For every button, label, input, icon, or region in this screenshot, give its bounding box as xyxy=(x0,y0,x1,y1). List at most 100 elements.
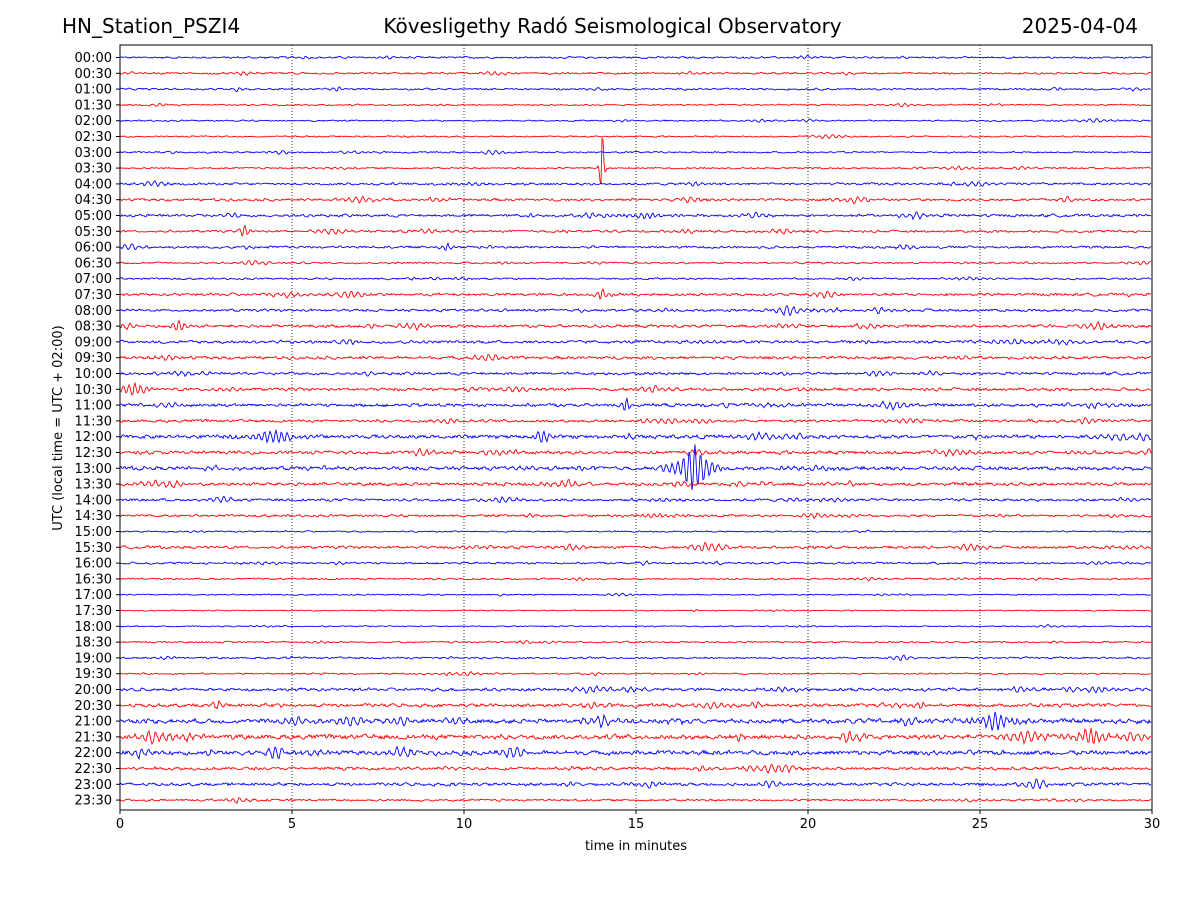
y-tick-label: 02:00 xyxy=(75,114,112,129)
trace-2100 xyxy=(119,711,1152,731)
trace-2030 xyxy=(119,699,1152,710)
trace-1500 xyxy=(119,529,1152,534)
trace-0500 xyxy=(119,211,1152,221)
y-tick-label: 16:00 xyxy=(75,557,112,572)
x-tick-label: 0 xyxy=(116,817,124,832)
trace-0130 xyxy=(119,102,1152,108)
trace-0600 xyxy=(119,241,1152,251)
trace-2330 xyxy=(119,797,1152,805)
trace-2200 xyxy=(119,745,1152,760)
y-tick-label: 09:30 xyxy=(75,351,112,366)
trace-1630 xyxy=(119,577,1152,582)
x-axis-ticks: 0 5 10 15 20 25 30 xyxy=(116,810,1160,832)
x-tick-label: 5 xyxy=(288,817,296,832)
y-tick-label: 11:00 xyxy=(75,399,112,414)
x-tick-label: 15 xyxy=(628,817,645,832)
y-tick-label: 13:30 xyxy=(75,478,112,493)
y-tick-label: 12:00 xyxy=(75,430,112,445)
y-tick-label: 21:00 xyxy=(75,715,112,730)
y-tick-label: 04:30 xyxy=(75,193,112,208)
y-tick-label: 07:00 xyxy=(75,272,112,287)
x-tick-label: 30 xyxy=(1144,817,1161,832)
trace-0530 xyxy=(119,224,1151,237)
trace-2130 xyxy=(119,727,1152,745)
y-tick-label: 19:00 xyxy=(75,651,112,666)
y-tick-label: 01:00 xyxy=(75,83,112,98)
trace-1600 xyxy=(119,560,1152,567)
y-tick-label: 18:30 xyxy=(75,636,112,651)
y-tick-label: 02:30 xyxy=(75,130,112,145)
trace-1300 xyxy=(119,444,1152,491)
trace-1030 xyxy=(119,382,1152,396)
trace-1430 xyxy=(119,512,1152,520)
y-tick-label: 22:30 xyxy=(75,762,112,777)
trace-1900 xyxy=(119,654,1152,662)
y-tick-label: 06:00 xyxy=(75,241,112,256)
trace-0430 xyxy=(119,195,1152,205)
x-tick-label: 20 xyxy=(800,817,817,832)
y-tick-label: 05:00 xyxy=(75,209,112,224)
y-tick-label: 18:00 xyxy=(75,620,112,635)
y-tick-label: 19:30 xyxy=(75,667,112,682)
y-tick-label: 08:30 xyxy=(75,320,112,335)
y-tick-label: 15:30 xyxy=(75,541,112,556)
trace-1330 xyxy=(119,478,1152,489)
y-tick-label: 09:00 xyxy=(75,335,112,350)
observatory-title: Kövesligethy Radó Seismological Observat… xyxy=(383,14,842,38)
y-tick-label: 23:00 xyxy=(75,778,112,793)
y-tick-label: 16:30 xyxy=(75,572,112,587)
y-tick-label: 17:30 xyxy=(75,604,112,619)
trace-0730 xyxy=(119,287,1152,301)
y-axis-label: UTC (local time = UTC + 02:00) xyxy=(51,325,66,530)
y-tick-label: 04:00 xyxy=(75,177,112,192)
trace-1230 xyxy=(119,447,1152,458)
trace-0000 xyxy=(119,54,1152,60)
y-tick-label: 06:30 xyxy=(75,256,112,271)
x-axis-label: time in minutes xyxy=(585,839,687,854)
y-tick-label: 08:00 xyxy=(75,304,112,319)
trace-1730 xyxy=(119,609,1152,613)
trace-0830 xyxy=(119,319,1152,332)
y-tick-label: 15:00 xyxy=(75,525,112,540)
y-tick-label: 03:00 xyxy=(75,146,112,161)
y-tick-label: 10:30 xyxy=(75,383,112,398)
y-tick-label: 20:00 xyxy=(75,683,112,698)
trace-0100 xyxy=(119,86,1152,92)
trace-1100 xyxy=(119,396,1152,412)
trace-1000 xyxy=(119,369,1152,377)
grid-lines xyxy=(291,45,981,810)
y-tick-label: 23:30 xyxy=(75,794,112,809)
x-tick-label: 25 xyxy=(972,817,989,832)
trace-1830 xyxy=(119,639,1152,645)
trace-0300 xyxy=(119,149,1152,156)
trace-2230 xyxy=(119,763,1152,775)
y-tick-label: 14:30 xyxy=(75,509,112,524)
trace-0200 xyxy=(119,117,1152,123)
y-axis-ticks: 00:0000:3001:0001:3002:0002:3003:0003:30… xyxy=(75,51,120,809)
trace-1200 xyxy=(119,428,1152,444)
trace-0930 xyxy=(119,353,1152,362)
trace-0230 xyxy=(119,134,1152,140)
y-tick-label: 03:30 xyxy=(75,162,112,177)
trace-0800 xyxy=(119,304,1152,317)
trace-1700 xyxy=(119,592,1152,597)
trace-0900 xyxy=(119,338,1152,346)
y-tick-label: 10:00 xyxy=(75,367,112,382)
trace-2300 xyxy=(119,778,1152,790)
y-tick-label: 01:30 xyxy=(75,98,112,113)
y-tick-label: 11:30 xyxy=(75,414,112,429)
trace-1130 xyxy=(119,417,1152,425)
y-tick-label: 12:30 xyxy=(75,446,112,461)
y-tick-label: 20:30 xyxy=(75,699,112,714)
y-tick-label: 00:30 xyxy=(75,67,112,82)
y-tick-label: 21:30 xyxy=(75,730,112,745)
trace-1800 xyxy=(119,624,1152,628)
y-tick-label: 14:00 xyxy=(75,493,112,508)
y-tick-label: 17:00 xyxy=(75,588,112,603)
station-name: HN_Station_PSZI4 xyxy=(62,14,241,38)
trace-0030 xyxy=(119,70,1152,77)
trace-1930 xyxy=(119,670,1152,677)
traces xyxy=(119,54,1152,805)
trace-2000 xyxy=(119,684,1152,694)
